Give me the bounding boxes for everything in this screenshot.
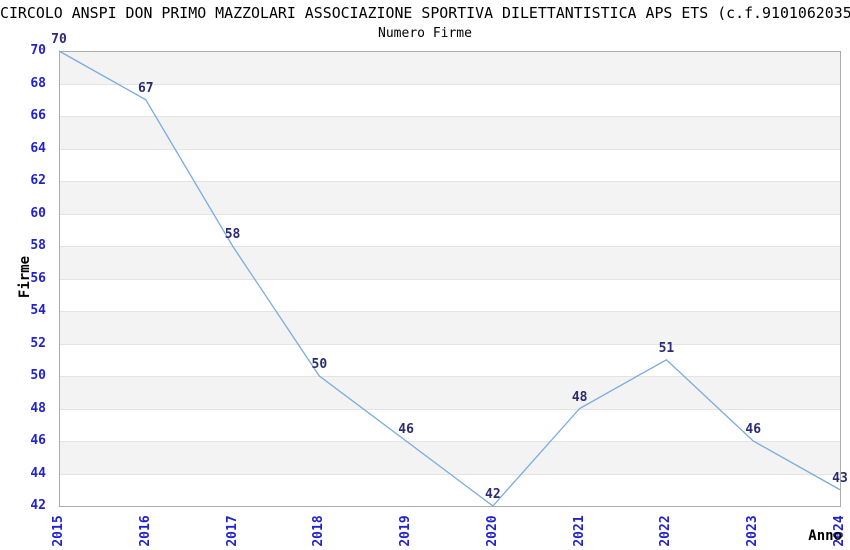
plot-area: [59, 51, 841, 507]
grid-band: [60, 474, 840, 506]
y-tick-label: 60: [30, 205, 46, 221]
x-tick-label: 2015: [51, 515, 66, 547]
y-tick-label: 68: [30, 75, 46, 91]
y-tick-label: 58: [30, 238, 46, 253]
gridline: [60, 441, 840, 442]
grid-band: [60, 247, 840, 280]
grid-band: [60, 409, 840, 442]
y-tick-label: 52: [30, 335, 46, 351]
chart-subtitle: Numero Firme: [378, 26, 472, 41]
data-label: 67: [137, 80, 154, 96]
x-tick-label: 2021: [571, 515, 587, 547]
gridline: [60, 246, 840, 247]
grid-band: [60, 182, 840, 215]
x-tick-label: 2022: [658, 515, 674, 547]
y-tick-label: 44: [30, 465, 46, 481]
grid-band: [60, 149, 840, 182]
y-axis-title: Firme: [17, 255, 33, 299]
grid-band: [60, 442, 840, 475]
gridline: [60, 213, 840, 215]
gridline: [60, 181, 840, 182]
x-tick-label: 2016: [137, 515, 153, 547]
gridline: [60, 311, 840, 312]
x-tick-label: 2019: [398, 515, 414, 547]
data-label: 46: [398, 422, 414, 437]
data-label: 48: [571, 389, 588, 405]
grid-band: [60, 312, 840, 345]
y-tick-label: 42: [30, 498, 46, 513]
grid-band: [60, 117, 840, 150]
grid-band: [60, 214, 840, 247]
y-tick-label: 48: [30, 400, 46, 416]
x-axis-title: Anno: [808, 528, 842, 544]
x-tick-label: 2017: [224, 515, 240, 547]
gridline: [60, 148, 840, 150]
gridline: [60, 83, 840, 85]
gridline: [60, 116, 840, 117]
data-label: 70: [51, 32, 67, 47]
x-tick-label: 2018: [311, 515, 327, 547]
gridline: [60, 408, 840, 410]
data-label: 58: [224, 227, 241, 242]
gridline: [60, 278, 840, 280]
data-label: 43: [832, 470, 848, 486]
grid-band: [60, 377, 840, 410]
gridline: [60, 376, 840, 377]
data-label: 50: [311, 357, 328, 372]
data-label: 42: [485, 487, 501, 502]
grid-band: [60, 52, 840, 85]
chart-main-title: CIRCOLO ANSPI DON PRIMO MAZZOLARI ASSOCI…: [0, 4, 850, 22]
data-label: 51: [658, 340, 675, 356]
y-tick-label: 70: [30, 43, 46, 58]
x-tick-label: 2020: [484, 515, 500, 547]
y-tick-label: 54: [30, 303, 46, 318]
x-tick-label: 2023: [745, 515, 761, 547]
line-series-layer: [58, 50, 841, 507]
gridline: [60, 343, 840, 345]
grid-band: [60, 344, 840, 377]
line-series: [58, 50, 841, 507]
grid-band: [60, 279, 840, 312]
y-tick-label: 56: [30, 270, 46, 286]
y-tick-label: 50: [30, 368, 46, 383]
data-label: 46: [745, 422, 762, 437]
y-tick-label: 46: [30, 433, 46, 448]
grid-band: [60, 84, 840, 117]
y-tick-label: 66: [30, 108, 46, 123]
y-tick-label: 62: [30, 173, 46, 188]
y-tick-label: 64: [30, 140, 46, 156]
